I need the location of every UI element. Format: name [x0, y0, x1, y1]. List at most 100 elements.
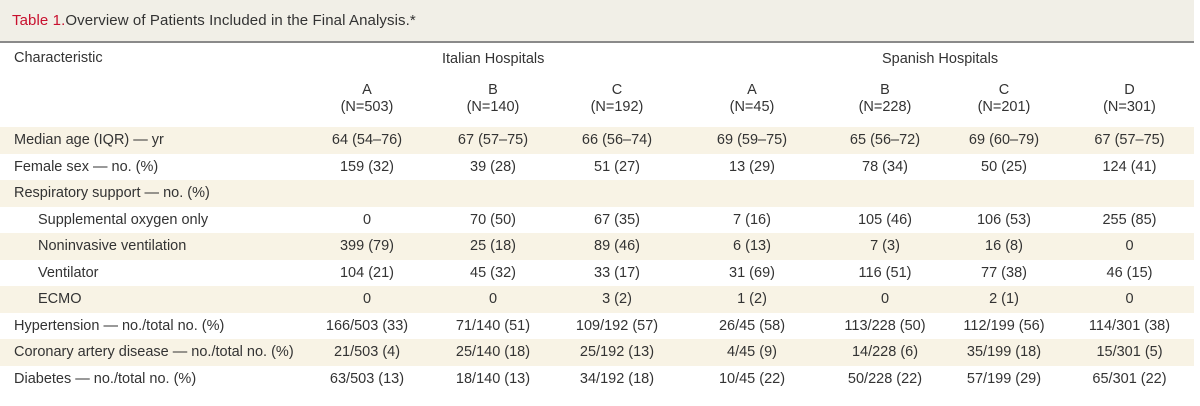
table-cell: 64 (54–76) — [305, 127, 429, 154]
table-cell: 34/192 (18) — [579, 370, 655, 387]
table-cell: 0 — [1065, 233, 1194, 260]
table-cell: 65/301 (22) — [1092, 370, 1167, 387]
table-cell: 0 — [827, 286, 943, 313]
table-title: Table 1.Overview of Patients Included in… — [12, 12, 416, 29]
table-row: ECMO 0 0 3 (2) 1 (2) 0 2 (1) 0 — [0, 286, 1194, 313]
table-cell: 57/199 (29) — [966, 370, 1042, 387]
table-cell: 3 (2) — [557, 286, 677, 313]
table-cell: 105 (46) — [857, 211, 912, 228]
row-label: Coronary artery disease — no./total no. … — [0, 339, 305, 366]
table-cell — [827, 180, 943, 207]
table-cell: 50/228 (22) — [847, 370, 923, 387]
table-cell — [557, 180, 677, 207]
table-cell: 0 — [362, 211, 372, 228]
table-cell: 6 (13) — [677, 233, 827, 260]
table-cell: 14/228 (6) — [827, 339, 943, 366]
column-header: A (N=503) — [340, 82, 394, 115]
table-cell: 4/45 (9) — [677, 339, 827, 366]
table-cell — [305, 180, 429, 207]
row-label: Supplemental oxygen only — [38, 211, 209, 228]
table-cell: 112/199 (56) — [963, 317, 1045, 334]
table-cell: 255 (85) — [1102, 211, 1157, 228]
patients-table: Characteristic A (N=503) B (N=140) C (N=192… — [0, 45, 1194, 392]
column-header: C (N=201) — [977, 82, 1031, 115]
table-cell: 25 (18) — [429, 233, 557, 260]
table-cell: 2 (1) — [943, 286, 1065, 313]
table-label: Table 1. — [12, 12, 66, 29]
row-label: ECMO — [0, 286, 305, 313]
column-header: D (N=301) — [1103, 82, 1156, 115]
table-cell: 70 (50) — [470, 211, 516, 228]
table-cell: 0 — [429, 286, 557, 313]
group-header-spanish: Spanish Hospitals — [882, 51, 999, 67]
row-label: Respiratory support — no. (%) — [0, 180, 305, 207]
table-title-bar: Table 1.Overview of Patients Included in… — [0, 0, 1194, 43]
table-cell: 104 (21) — [339, 264, 394, 281]
table-cell: 159 (32) — [339, 158, 394, 175]
table-cell: 50 (25) — [981, 158, 1027, 175]
table-cell: 26/45 (58) — [718, 317, 786, 334]
table-cell — [677, 180, 827, 207]
table-cell: 35/199 (18) — [943, 339, 1065, 366]
table-cell: 116 (51) — [858, 264, 912, 281]
table-cell: 10/45 (22) — [718, 370, 786, 387]
table-cell — [1065, 180, 1194, 207]
characteristic-header: Characteristic — [14, 50, 103, 66]
table-row: Hypertension — no./total no. (%) 166/503 … — [0, 313, 1194, 340]
table-cell: 63/503 (13) — [329, 370, 405, 387]
table-cell: 46 (15) — [1106, 264, 1153, 281]
table-row: Median age (IQR) — yr 64 (54–76) 67 (57–75… — [0, 127, 1194, 154]
row-label: Noninvasive ventilation — [0, 233, 305, 260]
row-label: Ventilator — [38, 264, 99, 281]
table-cell: 45 (32) — [470, 264, 516, 281]
table-cell: 66 (56–74) — [557, 127, 677, 154]
row-label: Female sex — no. (%) — [14, 158, 159, 175]
table-row: Diabetes — no./total no. (%) 63/503 (13) 1… — [0, 366, 1194, 393]
column-header: A (N=45) — [729, 82, 775, 115]
table-cell: 124 (41) — [1102, 158, 1157, 175]
table-cell: 25/192 (13) — [557, 339, 677, 366]
table-cell: 15/301 (5) — [1065, 339, 1194, 366]
table-cell: 1 (2) — [677, 286, 827, 313]
table-cell: 67 (57–75) — [1065, 127, 1194, 154]
table-cell: 13 (29) — [729, 158, 775, 175]
table-cell: 0 — [305, 286, 429, 313]
group-header-italian: Italian Hospitals — [442, 51, 545, 67]
row-label: Diabetes — no./total no. (%) — [14, 370, 197, 387]
table-row: Ventilator 104 (21) 45 (32) 33 (17) 31 (69) 1… — [0, 260, 1194, 287]
table-cell: 69 (59–75) — [677, 127, 827, 154]
table-cell: 71/140 (51) — [455, 317, 531, 334]
table-row: Noninvasive ventilation 399 (79) 25 (18) 89… — [0, 233, 1194, 260]
table-cell: 166/503 (33) — [325, 317, 409, 334]
table-cell: 69 (60–79) — [943, 127, 1065, 154]
table-cell: 7 (16) — [733, 211, 771, 228]
table-cell — [429, 180, 557, 207]
table-cell: 31 (69) — [729, 264, 775, 281]
table-cell: 16 (8) — [943, 233, 1065, 260]
table-cell: 25/140 (18) — [429, 339, 557, 366]
table-cell: 114/301 (38) — [1088, 317, 1171, 334]
column-header: C (N=192) — [590, 82, 644, 115]
table-title-text: Overview of Patients Included in the Fin… — [65, 12, 416, 29]
column-header: B (N=140) — [466, 82, 520, 115]
table-cell: 399 (79) — [305, 233, 429, 260]
table-cell: 18/140 (13) — [455, 370, 531, 387]
row-label: Median age (IQR) — yr — [0, 127, 305, 154]
table-cell: 67 (35) — [594, 211, 640, 228]
table-row: Coronary artery disease — no./total no. … — [0, 339, 1194, 366]
table-cell: 51 (27) — [594, 158, 640, 175]
header-row-columns: A (N=503) B (N=140) C (N=192) A (N=45) B (N=2… — [0, 71, 1194, 127]
table-cell: 89 (46) — [557, 233, 677, 260]
header-row-characteristic: Characteristic — [0, 45, 1194, 71]
table-cell: 67 (57–75) — [429, 127, 557, 154]
table-row: Respiratory support — no. (%) — [0, 180, 1194, 207]
column-header: B (N=228) — [858, 82, 912, 115]
table-row: Female sex — no. (%) 159 (32) 39 (28) 51 (2… — [0, 154, 1194, 181]
table-cell: 0 — [1065, 286, 1194, 313]
table-row: Supplemental oxygen only 0 70 (50) 67 (35) 7… — [0, 207, 1194, 234]
table-cell: 7 (3) — [827, 233, 943, 260]
table-cell: 21/503 (4) — [305, 339, 429, 366]
table-cell — [943, 180, 1065, 207]
table-cell: 113/228 (50) — [844, 317, 926, 334]
table-cell: 65 (56–72) — [827, 127, 943, 154]
